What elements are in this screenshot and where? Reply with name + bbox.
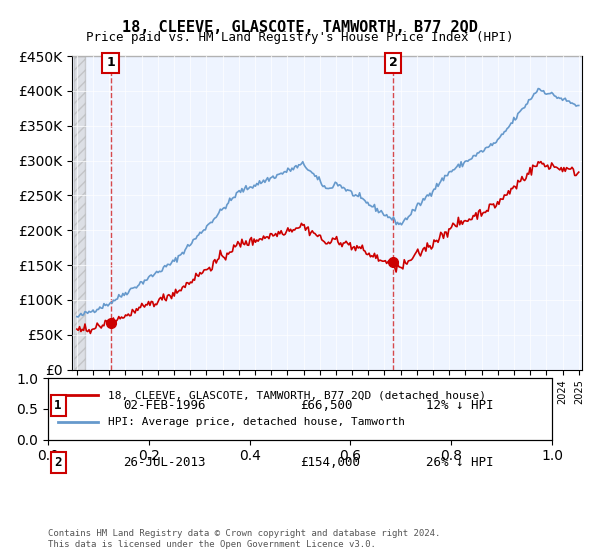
Text: HPI: Average price, detached house, Tamworth: HPI: Average price, detached house, Tamw… xyxy=(109,417,406,427)
Text: 2: 2 xyxy=(389,57,398,69)
Text: Contains HM Land Registry data © Crown copyright and database right 2024.
This d: Contains HM Land Registry data © Crown c… xyxy=(48,529,440,549)
Text: 26-JUL-2013: 26-JUL-2013 xyxy=(124,456,206,469)
Text: Price paid vs. HM Land Registry's House Price Index (HPI): Price paid vs. HM Land Registry's House … xyxy=(86,31,514,44)
Text: £66,500: £66,500 xyxy=(300,399,353,412)
Text: 1: 1 xyxy=(55,399,62,412)
Text: 02-FEB-1996: 02-FEB-1996 xyxy=(124,399,206,412)
Text: 2: 2 xyxy=(55,456,62,469)
Text: 18, CLEEVE, GLASCOTE, TAMWORTH, B77 2QD: 18, CLEEVE, GLASCOTE, TAMWORTH, B77 2QD xyxy=(122,20,478,35)
Bar xyxy=(74,56,85,370)
Text: 12% ↓ HPI: 12% ↓ HPI xyxy=(426,399,493,412)
Text: 1: 1 xyxy=(106,57,115,69)
Text: 26% ↓ HPI: 26% ↓ HPI xyxy=(426,456,493,469)
Text: £154,000: £154,000 xyxy=(300,456,360,469)
Text: 18, CLEEVE, GLASCOTE, TAMWORTH, B77 2QD (detached house): 18, CLEEVE, GLASCOTE, TAMWORTH, B77 2QD … xyxy=(109,390,487,400)
